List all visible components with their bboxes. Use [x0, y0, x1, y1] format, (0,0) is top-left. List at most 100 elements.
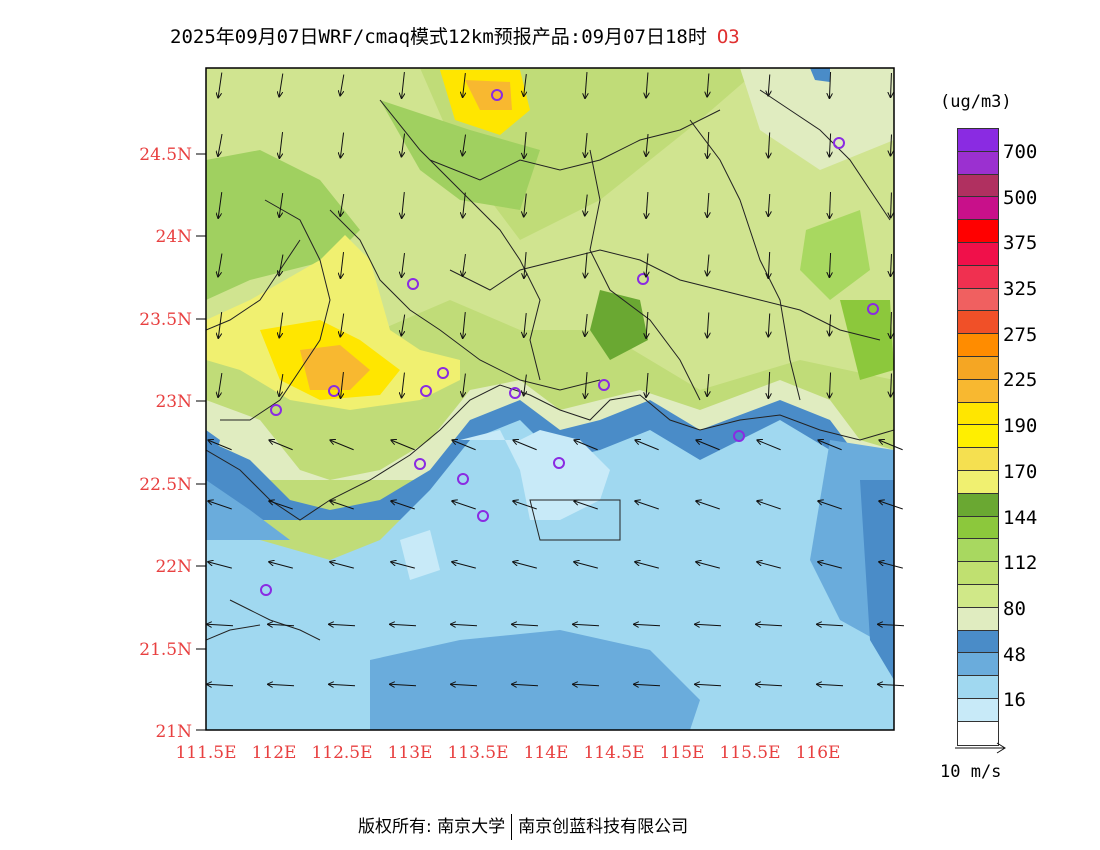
map-frame — [205, 67, 895, 731]
wind-arrow — [818, 501, 842, 510]
wind-arrow — [768, 193, 770, 216]
lon-label: 114E — [524, 743, 569, 763]
wind-arrow — [402, 192, 405, 218]
lon-label: 111.5E — [175, 743, 236, 763]
wind-arrow — [340, 313, 345, 337]
colorbar-cell — [958, 265, 998, 289]
wind-arrow — [269, 440, 293, 451]
station-marker — [598, 379, 610, 391]
lat-label: 21N — [155, 722, 192, 742]
wind-arrow — [340, 252, 343, 278]
wind-arrow — [279, 312, 284, 338]
wind-arrow — [818, 440, 842, 451]
wind-arrow — [646, 72, 648, 98]
station-marker — [437, 367, 449, 379]
colorbar-label: 275 — [1003, 324, 1038, 346]
station-marker — [328, 385, 340, 397]
colorbar-label: 190 — [1003, 415, 1038, 437]
station-marker — [509, 387, 521, 399]
wind-arrow — [463, 373, 466, 397]
wind-arrow — [452, 501, 476, 510]
lat-label: 23.5N — [139, 310, 192, 330]
wind-arrow — [513, 501, 537, 510]
colorbar-label: 80 — [1003, 598, 1026, 620]
wind-arrow — [452, 440, 476, 451]
wind-arrow — [402, 72, 405, 98]
wind-arrow — [646, 372, 648, 397]
wind-arrow — [207, 684, 234, 685]
colorbar-cell — [958, 676, 998, 699]
wind-arrow — [391, 562, 415, 569]
wind-arrow — [218, 312, 223, 338]
wind-arrow — [585, 313, 587, 336]
wind-arrow — [756, 684, 783, 685]
wind-arrow — [340, 193, 345, 216]
wind-arrow — [891, 373, 892, 397]
wind-arrow — [818, 562, 842, 569]
wind-arrow — [451, 684, 478, 685]
lon-labels: 111.5E 112E 112.5E 113E 113.5E 114E 114.… — [175, 743, 840, 763]
lon-label: 115E — [660, 743, 705, 763]
wind-arrow — [646, 133, 648, 156]
colorbar-cell — [958, 584, 998, 608]
wind-arrow — [878, 624, 905, 625]
wind-arrow — [391, 501, 415, 510]
lat-label: 22N — [155, 557, 192, 577]
wind-arrow — [524, 312, 526, 337]
wind-arrow — [757, 562, 781, 569]
wind-arrow — [402, 372, 405, 398]
wind-arrow — [879, 501, 903, 510]
station-marker — [420, 385, 432, 397]
colorbar-label: 170 — [1003, 461, 1038, 483]
colorbar-cell — [958, 242, 998, 266]
wind-arrow — [646, 311, 648, 338]
lon-label: 115.5E — [719, 743, 780, 763]
wind-arrow — [696, 562, 720, 569]
colorbar-cell — [958, 470, 998, 494]
colorbar-label: 500 — [1003, 187, 1038, 209]
wind-arrow — [634, 624, 661, 625]
wind-arrow — [208, 562, 232, 569]
colorbar-cell — [958, 493, 998, 517]
colorbar-cell — [958, 174, 998, 198]
wind-arrow — [329, 624, 356, 625]
wind-arrow — [524, 193, 527, 217]
colorbar-cell — [958, 288, 998, 312]
wind-arrow — [891, 72, 892, 97]
wind-arrow — [330, 501, 354, 510]
title-text: 2025年09月07日WRF/cmaq模式12km预报产品:09月07日18时 — [170, 26, 707, 48]
wind-arrow — [646, 253, 648, 277]
wind-arrow — [695, 624, 722, 625]
wind-arrow — [573, 684, 600, 685]
colorbar-cell — [958, 402, 998, 426]
station-marker — [260, 584, 272, 596]
colorbar-cell — [958, 311, 998, 335]
copyright-text: 版权所有: 南京大学 — [358, 817, 506, 837]
wind-arrow — [207, 624, 234, 625]
station-marker — [270, 404, 282, 416]
wind-arrow — [635, 440, 659, 451]
wind-arrow — [340, 74, 345, 96]
wind-arrow — [768, 74, 770, 96]
wind-arrow — [707, 254, 709, 276]
colorbar-cell — [958, 607, 998, 631]
wind-arrow — [829, 252, 830, 277]
wind-arrow — [829, 71, 830, 98]
wind-arrow — [330, 440, 354, 451]
wind-arrow — [463, 192, 466, 218]
colorbar-cell — [958, 425, 998, 449]
wind-arrow — [401, 133, 404, 157]
wind-arrow — [218, 133, 223, 156]
colorbar-cell — [958, 151, 998, 175]
wind-arrow — [879, 562, 903, 569]
colorbar-cell — [958, 356, 998, 380]
wind-arrow — [696, 501, 720, 510]
wind-arrow — [768, 313, 769, 337]
colorbar-cell — [958, 630, 998, 654]
lon-label: 113.5E — [447, 743, 508, 763]
wind-arrow — [891, 134, 892, 156]
colorbar-cell — [958, 334, 998, 357]
wind-arrow — [585, 372, 587, 398]
wind-arrow — [891, 192, 892, 218]
wind-arrow — [218, 72, 223, 98]
